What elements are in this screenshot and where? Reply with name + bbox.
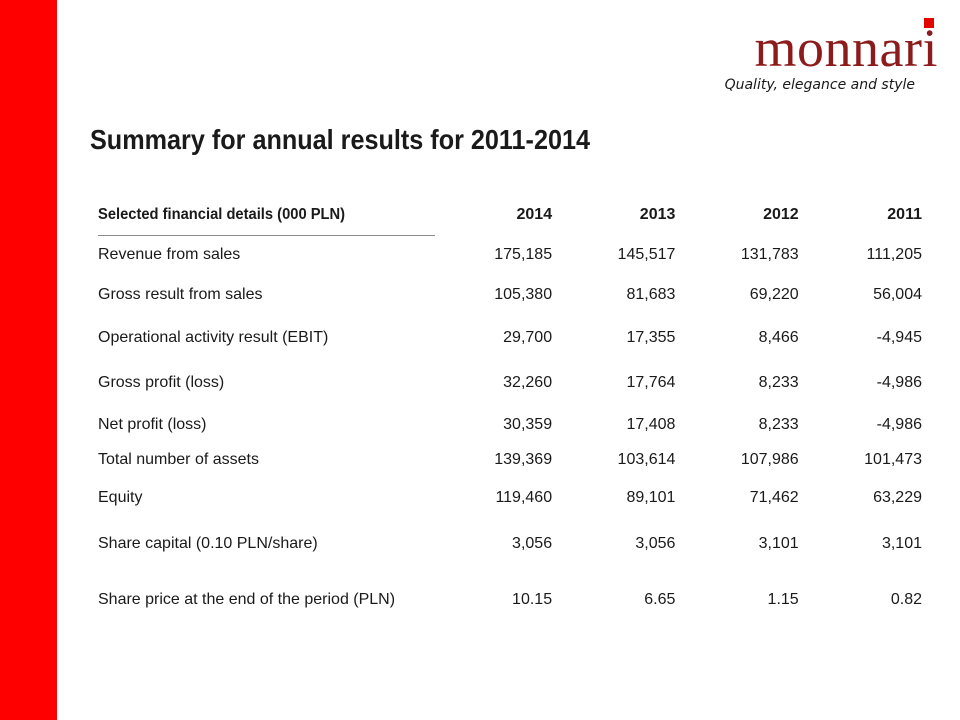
table-row: Gross profit (loss) 32,260 17,764 8,233 -4,9… bbox=[98, 361, 928, 405]
row-value: 29,700 bbox=[503, 328, 553, 346]
red-side-bar bbox=[0, 0, 57, 720]
table-header-row: Selected financial details (000 PLN) 201… bbox=[98, 195, 928, 236]
row-label: Gross profit (loss) bbox=[98, 373, 225, 391]
row-value: -4,986 bbox=[876, 415, 922, 433]
table-row: Operational activity result (EBIT) 29,700… bbox=[98, 315, 928, 361]
row-value: 17,408 bbox=[626, 415, 676, 433]
column-header-year: 2014 bbox=[516, 206, 553, 224]
table-row: Equity 119,460 89,101 71,462 63,229 bbox=[98, 476, 928, 520]
row-value: 69,220 bbox=[749, 285, 799, 303]
row-value: 81,683 bbox=[626, 285, 676, 303]
row-label: Gross result from sales bbox=[98, 285, 263, 303]
row-value: 139,369 bbox=[494, 451, 553, 468]
row-value: 63,229 bbox=[873, 488, 922, 506]
row-label: Share capital (0.10 PLN/share) bbox=[98, 534, 318, 552]
row-value: 145,517 bbox=[617, 246, 676, 263]
row-value: 89,101 bbox=[626, 488, 676, 506]
row-value: 119,460 bbox=[495, 488, 553, 506]
table-row: Total number of assets 139,369 103,614 107,… bbox=[98, 445, 928, 476]
row-label: Equity bbox=[98, 488, 143, 506]
row-value: 8,233 bbox=[758, 415, 799, 433]
column-header-year: 2011 bbox=[887, 206, 922, 224]
brand-tagline: Quality, elegance and style bbox=[724, 77, 915, 93]
column-header-year: 2012 bbox=[763, 206, 799, 224]
logo-wordmark: monnari bbox=[754, 18, 938, 78]
row-value: 17,355 bbox=[626, 328, 676, 346]
row-value: 1.15 bbox=[767, 590, 799, 608]
table-row: Revenue from sales 175,185 145,517 131,783 1… bbox=[98, 236, 928, 275]
row-value: 105,380 bbox=[494, 285, 553, 303]
row-value: 8,233 bbox=[758, 373, 799, 391]
table-row: Net profit (loss) 30,359 17,408 8,233 -4,986 bbox=[98, 405, 928, 445]
column-header-label: Selected financial details (000 PLN) bbox=[98, 195, 435, 236]
row-value: 8,466 bbox=[758, 328, 799, 346]
row-value: 3,101 bbox=[758, 534, 799, 552]
table-row: Share price at the end of the period (PL… bbox=[98, 568, 928, 632]
row-value: -4,945 bbox=[876, 328, 922, 346]
logo-red-square bbox=[924, 18, 934, 28]
row-value: 71,462 bbox=[749, 488, 799, 506]
table-row: Gross result from sales 105,380 81,683 69,2… bbox=[98, 275, 928, 315]
page-title: Summary for annual results for 2011-2014 bbox=[90, 124, 591, 155]
row-label: Share price at the end of the period (PL… bbox=[98, 590, 396, 608]
row-value: 30,359 bbox=[503, 415, 553, 433]
row-value: 107,986 bbox=[740, 451, 799, 468]
row-value: 56,004 bbox=[873, 285, 922, 303]
row-value: 3,056 bbox=[635, 534, 676, 552]
row-value: -4,986 bbox=[876, 373, 922, 391]
row-label: Operational activity result (EBIT) bbox=[98, 328, 329, 346]
row-value: 6.65 bbox=[644, 590, 676, 608]
row-value: 103,614 bbox=[617, 451, 676, 468]
row-value: 3,101 bbox=[881, 534, 922, 552]
row-value: 17,764 bbox=[626, 373, 676, 391]
row-label: Revenue from sales bbox=[98, 246, 241, 264]
row-value: 10.15 bbox=[512, 590, 553, 608]
row-value: 0.82 bbox=[890, 590, 922, 608]
monnari-logo: monnari bbox=[708, 18, 938, 98]
column-header-year: 2013 bbox=[639, 206, 676, 224]
row-value: 175,185 bbox=[494, 246, 553, 263]
row-value: 32,260 bbox=[503, 373, 553, 391]
financial-summary-table: Selected financial details (000 PLN) 201… bbox=[98, 195, 928, 632]
row-label: Net profit (loss) bbox=[98, 415, 207, 433]
row-value: 111,205 bbox=[866, 246, 922, 263]
table-row: Share capital (0.10 PLN/share) 3,056 3,056… bbox=[98, 520, 928, 568]
row-value: 131,783 bbox=[740, 246, 799, 263]
row-label: Total number of assets bbox=[98, 451, 259, 468]
row-value: 3,056 bbox=[512, 534, 553, 552]
row-value: 101,473 bbox=[864, 451, 922, 468]
